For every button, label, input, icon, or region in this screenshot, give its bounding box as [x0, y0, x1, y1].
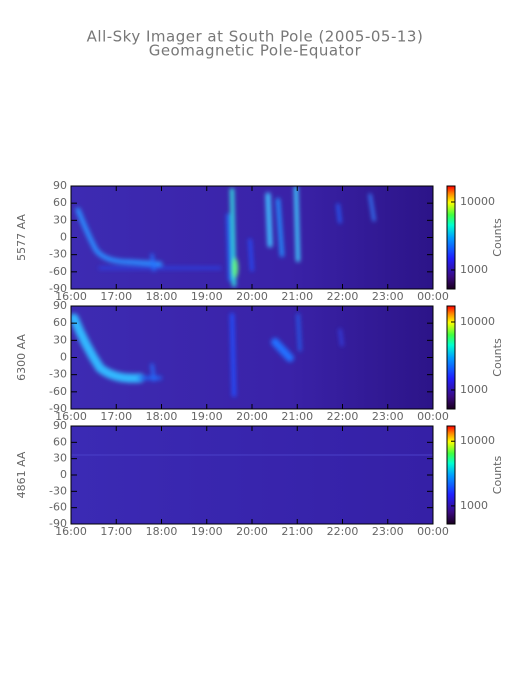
x-tick-label: 19:00 [191, 290, 223, 303]
keogram-image [71, 306, 433, 409]
y-tick-label: 90 [53, 299, 67, 312]
y-tick-label: 90 [53, 419, 67, 432]
x-tick-label: 23:00 [372, 290, 404, 303]
y-axis-label: 6300 AA [15, 334, 28, 381]
x-tick-label: 18:00 [146, 525, 178, 538]
colorbar-label: Counts [491, 338, 504, 377]
title: All-Sky Imager at South Pole (2005-05-13… [87, 28, 424, 46]
x-tick-label: 00:00 [417, 410, 449, 423]
colorbar-tick-label: 1000 [460, 383, 488, 396]
y-tick-label: 60 [53, 435, 67, 448]
colorbar-frame [446, 185, 456, 290]
x-tick-label: 20:00 [236, 525, 268, 538]
y-tick-label: -30 [49, 248, 67, 261]
x-tick-label: 19:00 [191, 525, 223, 538]
x-tick-label: 16:00 [55, 525, 87, 538]
colorbar-tick-label: 10000 [460, 434, 495, 447]
y-tick-label: 0 [60, 468, 67, 481]
colorbar-frame [446, 425, 456, 525]
colorbar-tick-label: 10000 [460, 315, 495, 328]
x-tick-label: 21:00 [281, 290, 313, 303]
keogram-image [71, 186, 433, 289]
y-axis-label: 4861 AA [15, 451, 28, 498]
colorbar [447, 306, 455, 409]
y-tick-label: -30 [49, 484, 67, 497]
y-tick-label: -60 [49, 385, 67, 398]
y-tick-label: 0 [60, 351, 67, 364]
y-tick-label: 90 [53, 179, 67, 192]
x-tick-label: 23:00 [372, 525, 404, 538]
x-tick-label: 16:00 [55, 290, 87, 303]
y-tick-label: 30 [53, 452, 67, 465]
colorbar-frame [446, 305, 456, 410]
keogram-image [71, 426, 433, 524]
y-tick-label: -30 [49, 368, 67, 381]
x-tick-label: 16:00 [55, 410, 87, 423]
x-tick-label: 17:00 [100, 290, 132, 303]
colorbar-label: Counts [491, 456, 504, 495]
y-tick-label: -60 [49, 501, 67, 514]
x-tick-label: 21:00 [281, 410, 313, 423]
x-tick-label: 21:00 [281, 525, 313, 538]
x-tick-label: 17:00 [100, 525, 132, 538]
y-tick-label: -90 [49, 282, 67, 295]
image-background [71, 306, 433, 409]
x-tick-label: 20:00 [236, 410, 268, 423]
x-tick-label: 18:00 [146, 410, 178, 423]
colorbar-tick-label: 10000 [460, 195, 495, 208]
y-tick-label: 60 [53, 316, 67, 329]
colorbar-tick-label: 1000 [460, 499, 488, 512]
x-tick-label: 00:00 [417, 290, 449, 303]
aurora-features [75, 186, 376, 287]
colorbar [447, 426, 455, 524]
aurora-features [71, 313, 344, 397]
x-tick-label: 22:00 [327, 525, 359, 538]
y-tick-label: 60 [53, 196, 67, 209]
colorbar-tick-label: 1000 [460, 263, 488, 276]
x-tick-label: 18:00 [146, 290, 178, 303]
x-tick-label: 20:00 [236, 290, 268, 303]
colorbar-label: Counts [491, 218, 504, 257]
subtitle: Geomagnetic Pole-Equator [149, 42, 362, 60]
x-tick-label: 22:00 [327, 410, 359, 423]
y-tick-label: -90 [49, 402, 67, 415]
x-tick-label: 00:00 [417, 525, 449, 538]
x-tick-label: 17:00 [100, 410, 132, 423]
x-tick-label: 22:00 [327, 290, 359, 303]
y-tick-label: -90 [49, 517, 67, 530]
y-tick-label: 0 [60, 231, 67, 244]
image-background [71, 186, 433, 289]
y-tick-label: 30 [53, 213, 67, 226]
y-tick-label: 30 [53, 333, 67, 346]
y-tick-label: -60 [49, 265, 67, 278]
x-tick-label: 19:00 [191, 410, 223, 423]
y-axis-label: 5577 AA [15, 214, 28, 261]
x-tick-label: 23:00 [372, 410, 404, 423]
image-background [71, 426, 433, 524]
colorbar [447, 186, 455, 289]
